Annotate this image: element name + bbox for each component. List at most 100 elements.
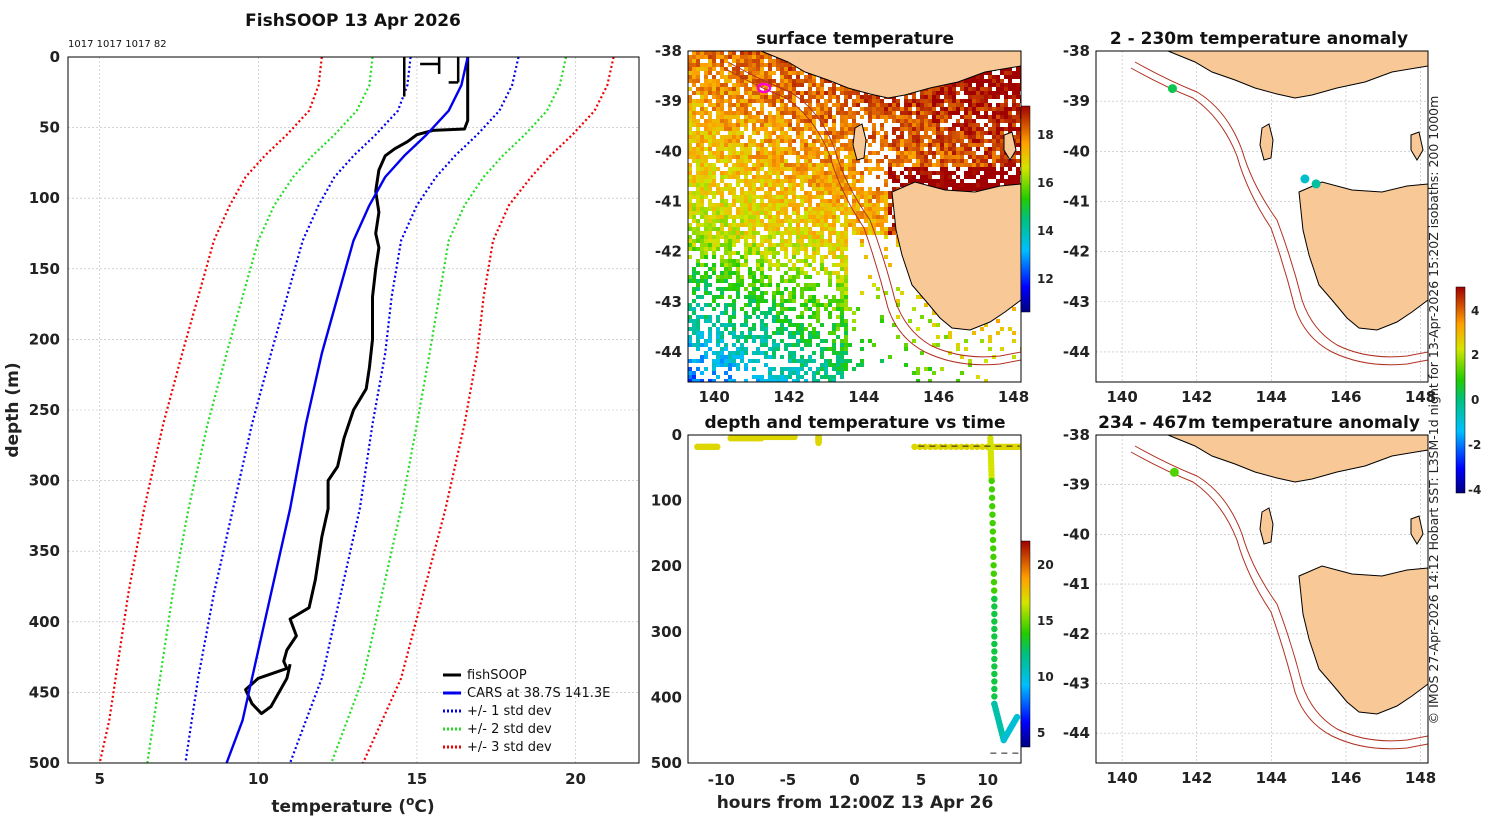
- sst-pixel: [780, 307, 784, 311]
- sst-pixel: [804, 275, 808, 279]
- sst-pixel: [720, 175, 724, 179]
- sst-pixel: [780, 235, 784, 239]
- sst-pixel: [936, 95, 940, 99]
- sst-pixel: [716, 207, 720, 211]
- sst-pixel: [884, 111, 888, 115]
- sst-pixel: [944, 159, 948, 163]
- sst-pixel: [732, 363, 736, 367]
- sst-pixel: [912, 167, 916, 171]
- sst-pixel: [832, 83, 836, 87]
- sst-pixel: [700, 123, 704, 127]
- sst-pixel: [748, 67, 752, 71]
- sst-pixel: [960, 155, 964, 159]
- sst-pixel: [896, 315, 900, 319]
- sst-pixel: [736, 119, 740, 123]
- sst-pixel: [804, 151, 808, 155]
- sst-pixel: [916, 179, 920, 183]
- sst-pixel: [816, 95, 820, 99]
- time-track-point: [990, 545, 997, 552]
- sst-pixel: [852, 203, 856, 207]
- sst-pixel: [748, 59, 752, 63]
- sst-pixel: [896, 127, 900, 131]
- sst-pixel: [828, 99, 832, 103]
- sst-pixel: [768, 99, 772, 103]
- sst-pixel: [692, 319, 696, 323]
- sst-pixel: [688, 115, 692, 119]
- sst-pixel: [696, 335, 700, 339]
- sst-pixel: [940, 175, 944, 179]
- sst-pixel: [756, 175, 760, 179]
- sst-pixel: [740, 263, 744, 267]
- sst-pixel: [708, 59, 712, 63]
- sst-pixel: [896, 175, 900, 179]
- sst-pixel: [760, 179, 764, 183]
- sst-pixel: [692, 195, 696, 199]
- sst-pixel: [780, 371, 784, 375]
- sst-pixel: [900, 163, 904, 167]
- sst-pixel: [732, 83, 736, 87]
- sst-pixel: [852, 199, 856, 203]
- sst-pixel: [788, 267, 792, 271]
- sst-pixel: [708, 143, 712, 147]
- sst-pixel: [704, 127, 708, 131]
- sst-pixel: [780, 159, 784, 163]
- sst-pixel: [956, 379, 960, 382]
- sst-pixel: [852, 179, 856, 183]
- sst-pixel: [868, 115, 872, 119]
- sst-pixel: [912, 155, 916, 159]
- sst-pixel: [988, 151, 992, 155]
- sst-pixel: [712, 63, 716, 67]
- sst-pixel: [956, 151, 960, 155]
- sst-pixel: [832, 131, 836, 135]
- sst-pixel: [700, 67, 704, 71]
- anom1-mainland: [1167, 51, 1428, 99]
- time-track-point: [979, 443, 986, 451]
- sst-pixel: [708, 91, 712, 95]
- sst-pixel: [852, 159, 856, 163]
- sst-pixel: [780, 163, 784, 167]
- sst-pixel: [720, 159, 724, 163]
- sst-pixel: [792, 287, 796, 291]
- sst-pixel: [760, 271, 764, 275]
- sst-pixel: [1000, 151, 1004, 155]
- sst-pixel: [1016, 91, 1020, 95]
- sst-pixel: [944, 127, 948, 131]
- sst-pixel: [904, 123, 908, 127]
- sst-pixel: [940, 167, 944, 171]
- sst-pixel: [968, 155, 972, 159]
- sst-pixel: [788, 243, 792, 247]
- sst-pixel: [820, 139, 824, 143]
- sst-pixel: [896, 147, 900, 151]
- sst-pixel: [696, 271, 700, 275]
- anom2-mainland: [1167, 435, 1428, 483]
- sst-pixel: [820, 119, 824, 123]
- sst-pixel: [996, 87, 1000, 91]
- sst-pixel: [808, 135, 812, 139]
- sst-pixel: [912, 127, 916, 131]
- sst-pixel: [784, 103, 788, 107]
- sst-pixel: [768, 263, 772, 267]
- sst-pixel: [768, 279, 772, 283]
- sst-pixel: [816, 191, 820, 195]
- sst-pixel: [836, 275, 840, 279]
- sst-pixel: [960, 151, 964, 155]
- sst-pixel: [740, 79, 744, 83]
- sst-pixel: [732, 223, 736, 227]
- sst-pixel: [924, 95, 928, 99]
- sst-pixel: [768, 379, 772, 382]
- sst-pixel: [848, 111, 852, 115]
- sst-pixel: [736, 231, 740, 235]
- sst-pixel: [716, 235, 720, 239]
- sst-pixel: [884, 115, 888, 119]
- sst-pixel: [688, 175, 692, 179]
- sst-pixel: [748, 207, 752, 211]
- sst-pixel: [880, 111, 884, 115]
- sst-pixel: [780, 303, 784, 307]
- sst-pixel: [724, 251, 728, 255]
- sst-pixel: [808, 239, 812, 243]
- sst-pixel: [988, 75, 992, 79]
- sst-pixel: [724, 55, 728, 59]
- sst-pixel: [888, 211, 892, 215]
- sst-pixel: [792, 151, 796, 155]
- sst-pixel: [792, 171, 796, 175]
